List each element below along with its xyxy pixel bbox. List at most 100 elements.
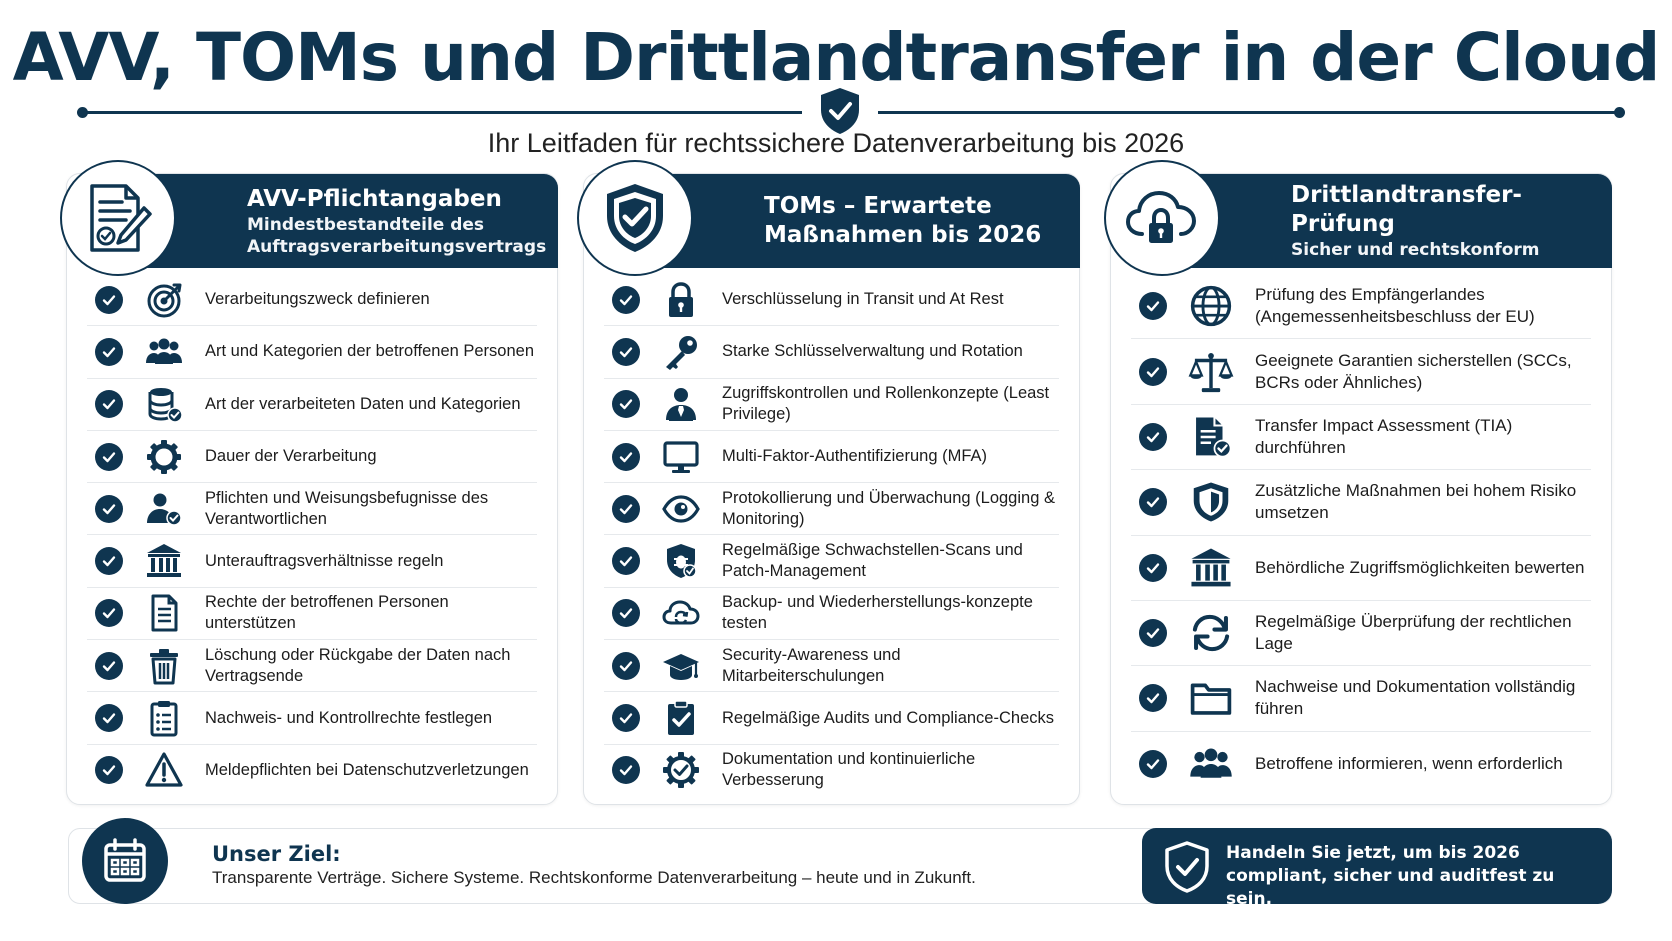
monitor-icon <box>660 436 702 478</box>
shield-check-icon <box>1165 841 1209 893</box>
goal-text: Transparente Verträge. Sichere Systeme. … <box>212 868 976 887</box>
list-item: Behördliche Zugriffsmöglichkeiten bewert… <box>1131 536 1591 601</box>
scales-icon <box>1187 348 1235 396</box>
list-item: Multi-Faktor-Authentifizierung (MFA) <box>604 431 1059 484</box>
check-icon <box>612 390 640 419</box>
list-item: Dokumentation und kontinuierliche Verbes… <box>604 745 1059 796</box>
list-item: Starke Schlüsselverwaltung und Rotation <box>604 326 1059 379</box>
list-item: Backup- und Wiederherstellungs-konzepte … <box>604 588 1059 641</box>
user-tie-icon <box>660 383 702 425</box>
item-text: Verarbeitungszweck definieren <box>205 290 430 309</box>
folder-icon <box>1187 674 1235 722</box>
list-item: Regelmäßige Audits und Compliance-Checks <box>604 692 1059 745</box>
panel-subtitle: Sicher und rechtskonform <box>1291 240 1540 260</box>
check-icon <box>95 494 123 523</box>
panel-drittland: Drittlandtransfer-Prüfung Sicher und rec… <box>1104 160 1612 805</box>
check-icon <box>612 599 640 628</box>
item-text: Nachweise und Dokumentation vollständig … <box>1255 677 1576 719</box>
check-icon <box>95 547 123 576</box>
list-item: Regelmäßige Überprüfung der rechtlichen … <box>1131 601 1591 667</box>
cta-text: Handeln Sie jetzt, um bis 2026 compliant… <box>1226 843 1555 909</box>
refresh-icon <box>1187 609 1235 657</box>
list-item: Rechte der betroffenen Personen unterstü… <box>87 588 537 641</box>
cloud-lock-icon <box>1104 160 1220 276</box>
check-icon <box>95 390 123 419</box>
clipboard-check-icon <box>660 697 702 739</box>
shield-icon <box>1187 478 1235 526</box>
trash-icon <box>143 645 185 687</box>
institution-icon <box>1187 544 1235 592</box>
goal-title: Unser Ziel: <box>212 842 341 866</box>
check-icon <box>612 285 640 314</box>
target-icon <box>143 279 185 321</box>
item-text: Regelmäßige Schwachstellen-Scans und Pat… <box>722 541 1023 581</box>
item-text: Verschlüsselung in Transit und At Rest <box>722 290 1004 309</box>
people-group-icon <box>143 331 185 373</box>
contract-document-icon <box>60 160 176 276</box>
lock-icon <box>660 279 702 321</box>
item-text: Security-Awareness und Mitarbeiterschulu… <box>722 645 901 685</box>
divider-dot-right <box>1614 107 1625 118</box>
item-text: Geeignete Garantien sicherstellen (SCCs,… <box>1255 350 1572 392</box>
list-item: Dauer der Verarbeitung <box>87 431 537 484</box>
institution-icon <box>143 540 185 582</box>
check-icon <box>612 704 640 733</box>
item-text: Starke Schlüsselverwaltung und Rotation <box>722 342 1023 361</box>
divider-dot-left <box>77 107 88 118</box>
panel-title: TOMs – Erwartete Maßnahmen bis 2026 <box>764 193 1042 248</box>
item-text: Zusätzliche Maßnahmen bei hohem Risiko u… <box>1255 481 1577 523</box>
item-text: Dauer der Verarbeitung <box>205 447 377 466</box>
panel-toms: TOMs – Erwartete Maßnahmen bis 2026 Vers… <box>577 160 1080 805</box>
list-item: Verschlüsselung in Transit und At Rest <box>604 274 1059 327</box>
list-item: Art der verarbeiteten Daten und Kategori… <box>87 379 537 431</box>
list-item: Protokollierung und Überwachung (Logging… <box>604 483 1059 536</box>
key-icon <box>660 331 702 373</box>
shield-check-icon <box>821 88 859 134</box>
panel-header: AVV-Pflichtangaben Mindestbestandteile d… <box>107 174 558 268</box>
shield-check-icon <box>577 160 693 276</box>
item-text: Löschung oder Rückgabe der Daten nach Ve… <box>205 645 511 685</box>
check-icon <box>612 756 640 785</box>
check-icon <box>1139 684 1167 713</box>
check-icon <box>1139 488 1167 517</box>
check-icon <box>612 442 640 471</box>
list-item: Betroffene informieren, wenn erforderlic… <box>1131 732 1591 796</box>
check-icon <box>612 651 640 680</box>
item-text: Behördliche Zugriffsmöglichkeiten bewert… <box>1255 557 1585 577</box>
page-title: AVV, TOMs und Drittlandtransfer in der C… <box>12 19 1661 96</box>
panel-subtitle: Mindestbestandteile des Auftragsverarbei… <box>247 214 547 257</box>
check-icon <box>95 651 123 680</box>
cta-box: Handeln Sie jetzt, um bis 2026 compliant… <box>1142 828 1612 909</box>
list-item: Verarbeitungszweck definieren <box>87 274 537 327</box>
list-item: Zugriffskontrollen und Rollenkonzepte (L… <box>604 379 1059 431</box>
calendar-icon <box>82 818 168 904</box>
panel-title: Drittlandtransfer-Prüfung <box>1291 182 1522 237</box>
people-group-icon <box>1187 740 1235 788</box>
check-icon <box>95 756 123 785</box>
check-icon <box>612 547 640 576</box>
check-icon <box>612 494 640 523</box>
check-icon <box>612 337 640 366</box>
item-text: Protokollierung und Überwachung (Logging… <box>722 488 1055 528</box>
panel-header: TOMs – Erwartete Maßnahmen bis 2026 <box>624 174 1080 268</box>
item-text: Regelmäßige Audits und Compliance-Checks <box>722 708 1054 727</box>
item-text: Dokumentation und kontinuierliche Verbes… <box>722 750 976 790</box>
document-icon <box>143 592 185 634</box>
check-icon <box>95 704 123 733</box>
panel-title: AVV-Pflichtangaben <box>247 185 502 212</box>
gear-check-icon <box>660 749 702 791</box>
graduation-cap-icon <box>660 645 702 687</box>
item-text: Betroffene informieren, wenn erforderlic… <box>1255 753 1563 773</box>
list-item: Zusätzliche Maßnahmen bei hohem Risiko u… <box>1131 470 1591 536</box>
item-text: Multi-Faktor-Authentifizierung (MFA) <box>722 447 987 466</box>
item-text: Transfer Impact Assessment (TIA) durchfü… <box>1255 415 1513 457</box>
check-icon <box>95 599 123 628</box>
list-item: Art und Kategorien der betroffenen Perso… <box>87 326 537 379</box>
item-list: Verarbeitungszweck definieren Art und Ka… <box>87 274 537 796</box>
list-item: Löschung oder Rückgabe der Daten nach Ve… <box>87 640 537 693</box>
item-text: Prüfung des Empfängerlandes (Angemessenh… <box>1255 285 1535 327</box>
check-icon <box>1139 292 1167 321</box>
list-item: Unterauftragsverhältnisse regeln <box>87 535 537 588</box>
item-text: Meldepflichten bei Datenschutzverletzung… <box>205 760 529 779</box>
list-item: Nachweise und Dokumentation vollständig … <box>1131 666 1591 732</box>
